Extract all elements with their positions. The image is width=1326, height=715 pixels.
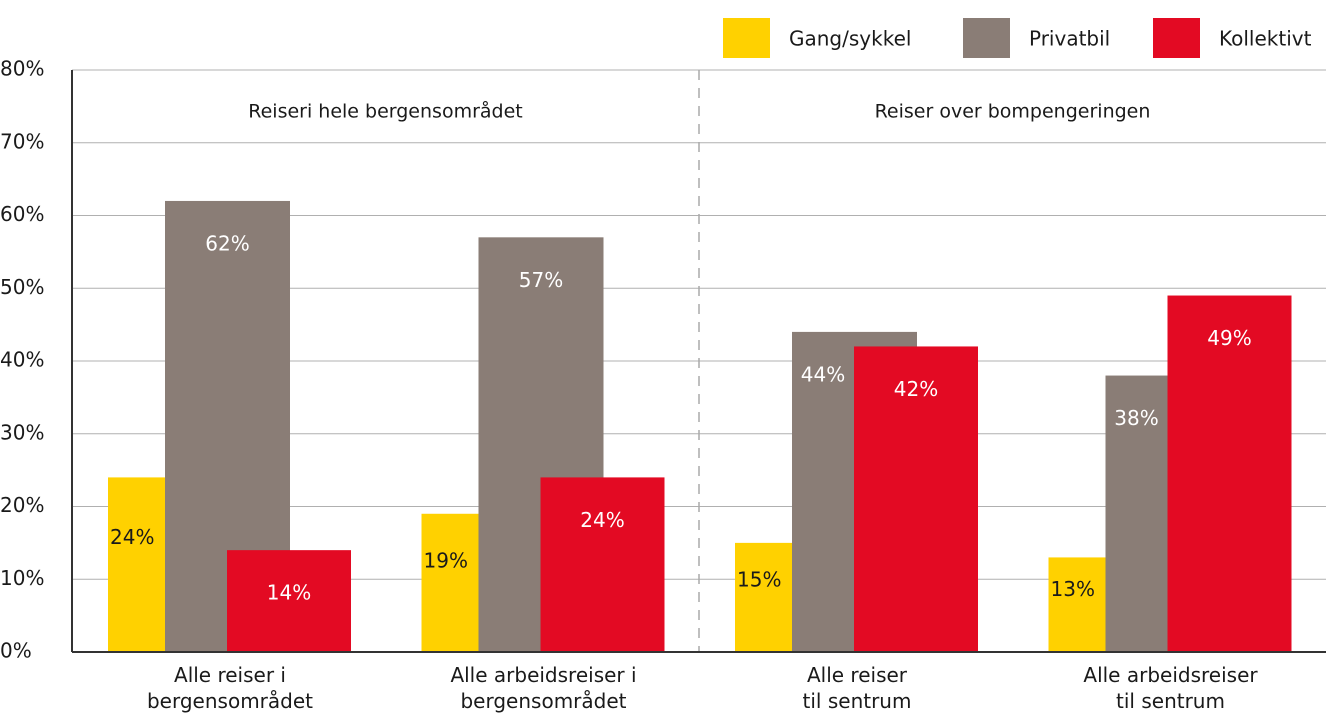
x-tick-label-line: Alle arbeidsreiser i [450,663,636,687]
y-tick-label: 0% [0,639,32,663]
value-label: 24% [580,508,624,532]
value-label: 14% [267,581,311,605]
x-tick-label-line: Alle reiser i [174,663,286,687]
bar [540,477,665,652]
y-tick-label: 80% [0,57,44,81]
y-tick-label: 50% [0,275,44,299]
bar [227,550,351,652]
x-tick-label-line: bergensområdet [147,689,313,713]
y-tick-label: 20% [0,493,44,517]
value-label: 15% [737,568,781,592]
x-tick-label: Alle reiser til sentrum [803,663,912,713]
x-tick-label-line: Alle reiser [807,663,908,687]
y-tick-label: 10% [0,566,44,590]
annotation: Reiseri hele bergensområdet [248,100,522,123]
bar [1167,295,1292,652]
value-label: 42% [894,377,938,401]
value-label: 44% [801,362,845,386]
y-tick-label: 60% [0,202,44,226]
y-tick-label: 70% [0,129,44,153]
legend-label: Privatbil [1029,27,1110,51]
x-tick-label-line: til sentrum [1116,689,1225,713]
value-label: 38% [1114,406,1158,430]
y-tick-label: 30% [0,420,44,444]
value-label: 13% [1051,577,1095,601]
x-tick-label-line: Alle arbeidsreiser [1083,663,1258,687]
legend-swatch [1153,18,1200,58]
value-label: 24% [110,525,154,549]
x-tick-label: Alle reiser i bergensområdet [147,663,313,713]
value-label: 57% [519,268,563,292]
y-tick-label: 40% [0,348,44,372]
bar [854,346,978,652]
value-label: 49% [1207,326,1251,350]
value-label: 19% [424,549,468,573]
value-label: 62% [205,231,249,255]
legend-swatch [723,18,770,58]
x-tick-label-line: til sentrum [803,689,912,713]
x-tick-label: Alle arbeidsreiser i bergensområdet [450,663,636,713]
legend-label: Kollektivt [1219,27,1312,51]
x-tick-label-line: bergensområdet [460,689,626,713]
x-tick-label: Alle arbeidsreiser til sentrum [1083,663,1258,713]
legend-swatch [963,18,1010,58]
legend-label: Gang/sykkel [789,27,911,51]
annotation: Reiser over bompengeringen [875,101,1151,123]
